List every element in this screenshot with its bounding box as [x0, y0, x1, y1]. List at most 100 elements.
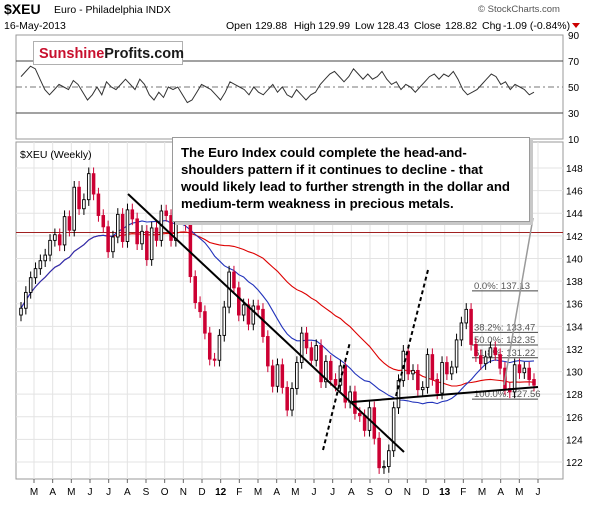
candle-body — [411, 369, 415, 375]
candle-body — [285, 386, 289, 411]
close-value: 128.82 — [445, 20, 477, 32]
candle-body — [387, 450, 391, 468]
x-tick-label: J — [106, 487, 111, 498]
candle-body — [154, 227, 159, 241]
candle-body — [57, 234, 62, 246]
candle-body — [48, 239, 52, 256]
candle-body — [498, 354, 502, 369]
candle-body — [304, 332, 309, 349]
candle-body — [241, 304, 246, 316]
x-tick-label: D — [198, 487, 205, 498]
credit-text: © StockCharts.com — [478, 4, 560, 15]
candle-body — [53, 234, 57, 241]
x-tick-label: J — [312, 487, 317, 498]
open-value: 129.88 — [255, 20, 287, 32]
candle-body — [82, 199, 86, 210]
candle-body — [362, 415, 367, 431]
callout-pointer — [503, 217, 534, 386]
chg-value: -1.09 (-0.84%) — [503, 20, 570, 32]
x-tick-label: M — [515, 487, 523, 498]
time-axis: M A M J J A S O N D 12 F M A M J J A S O N D 13 F M A M J — [30, 479, 541, 498]
candle-body — [299, 332, 304, 363]
x-tick-label: A — [49, 487, 56, 498]
x-tick-label: F — [460, 487, 466, 498]
candle-body — [420, 386, 425, 391]
candle-body — [324, 360, 328, 383]
price-tick-label: 130 — [566, 368, 583, 379]
candle-body — [24, 291, 28, 309]
quote-date: 16-May-2013 — [4, 20, 66, 32]
down-arrow-icon — [572, 23, 580, 28]
price-panel-title: $XEU (Weekly) — [20, 149, 92, 161]
x-tick-label: S — [143, 487, 150, 498]
candle-body — [478, 355, 483, 365]
candle-body — [43, 254, 47, 262]
candle-body — [96, 193, 101, 216]
candle-body — [203, 311, 207, 334]
candle-body — [493, 347, 498, 356]
rsi-tick-label: 50 — [568, 83, 580, 94]
candle-body — [338, 365, 343, 386]
candle-body — [207, 332, 212, 360]
candle-body — [237, 287, 241, 316]
candle-body — [406, 350, 410, 375]
candle-body — [101, 215, 106, 228]
candle-body — [425, 354, 430, 388]
candle-body — [314, 345, 318, 361]
candle-body — [91, 173, 96, 195]
dashed-trend-right — [395, 269, 429, 397]
candle-body — [116, 213, 120, 238]
sunshine-profits-logo: SunshineProfits.com — [33, 41, 184, 65]
high-value: 129.99 — [318, 20, 350, 32]
candle-body — [120, 213, 125, 242]
candle-body — [169, 215, 173, 241]
x-tick-label: A — [348, 487, 355, 498]
candle-body — [435, 379, 439, 394]
candle-body — [106, 226, 110, 253]
candle-body — [517, 364, 522, 374]
candle-body — [72, 186, 77, 231]
candle-body — [164, 210, 168, 216]
candle-body — [290, 388, 294, 411]
x-tick-label: J — [536, 487, 541, 498]
candle-body — [86, 173, 91, 201]
price-tick-label: 122 — [566, 458, 583, 469]
candle-body — [416, 369, 420, 391]
x-tick-label: D — [422, 487, 429, 498]
candle-body — [270, 365, 275, 387]
candle-body — [149, 227, 154, 261]
candle-body — [266, 336, 270, 367]
fib-label: 61.8%: 131.22 — [474, 348, 535, 359]
price-tick-label: 142 — [566, 232, 583, 243]
candle-body — [396, 380, 401, 409]
downtrend-line — [127, 193, 405, 453]
candle-body — [464, 308, 469, 324]
rsi-tick-label: 10 — [568, 135, 580, 146]
fib-label: 50.0%: 132.35 — [474, 335, 535, 346]
price-tick-label: 140 — [566, 254, 583, 265]
candle-body — [483, 356, 488, 365]
rsi-axis: 90 70 50 30 10 — [568, 31, 580, 146]
candle-body — [319, 345, 323, 383]
x-tick-label: 12 — [215, 487, 227, 498]
candle-body — [135, 218, 139, 245]
candle-body — [430, 354, 435, 380]
candle-body — [445, 362, 449, 375]
x-tick-label: M — [478, 487, 486, 498]
candle-body — [343, 365, 348, 403]
candle-body — [382, 466, 386, 469]
candle-body — [440, 362, 444, 394]
price-tick-label: 148 — [566, 164, 583, 175]
candle-body — [193, 276, 197, 304]
candle-body — [449, 366, 454, 375]
candle-body — [328, 360, 333, 380]
price-tick-label: 124 — [566, 435, 583, 446]
candle-body — [532, 379, 536, 386]
rsi-tick-label: 30 — [568, 109, 580, 120]
candle-body — [358, 412, 362, 417]
rsi-line — [20, 65, 535, 104]
price-tick-label: 128 — [566, 390, 583, 401]
candle-body — [246, 304, 251, 325]
candle-body — [295, 362, 299, 389]
